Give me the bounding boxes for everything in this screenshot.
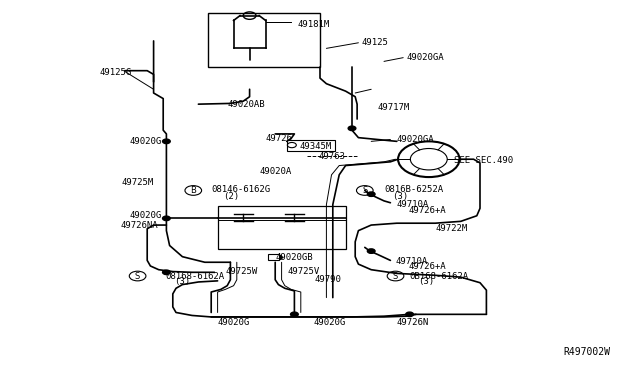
Text: 49020GA: 49020GA xyxy=(406,53,444,62)
Text: (3): (3) xyxy=(418,278,434,286)
Text: 49020G: 49020G xyxy=(129,211,161,220)
Circle shape xyxy=(163,139,170,144)
Text: 49726N: 49726N xyxy=(397,318,429,327)
Text: (3): (3) xyxy=(392,192,408,201)
Text: S: S xyxy=(393,272,398,280)
FancyBboxPatch shape xyxy=(287,140,335,151)
Text: 49710A: 49710A xyxy=(397,200,429,209)
Text: 49710A: 49710A xyxy=(396,257,428,266)
Text: 49725W: 49725W xyxy=(225,267,257,276)
FancyBboxPatch shape xyxy=(268,254,279,260)
Circle shape xyxy=(163,216,170,221)
Text: 49020GB: 49020GB xyxy=(275,253,313,262)
Text: 49763: 49763 xyxy=(319,153,346,161)
Text: 49020A: 49020A xyxy=(259,167,291,176)
Text: 49722M: 49722M xyxy=(435,224,467,233)
Text: S: S xyxy=(135,272,140,280)
Text: 49726NA: 49726NA xyxy=(120,221,158,230)
Text: 49181M: 49181M xyxy=(298,20,330,29)
Text: SEE SEC.490: SEE SEC.490 xyxy=(454,156,513,165)
Circle shape xyxy=(275,255,282,260)
Text: 49725V: 49725V xyxy=(288,267,320,276)
Circle shape xyxy=(406,312,413,317)
Text: (3): (3) xyxy=(174,278,190,286)
Text: 49726+A: 49726+A xyxy=(408,262,446,271)
Text: B: B xyxy=(190,186,196,195)
Text: 08146-6162G: 08146-6162G xyxy=(211,185,270,194)
Circle shape xyxy=(163,270,170,275)
Text: 49020GA: 49020GA xyxy=(397,135,435,144)
Text: 49717M: 49717M xyxy=(378,103,410,112)
Text: 49020G: 49020G xyxy=(314,318,346,327)
Text: 49726+A: 49726+A xyxy=(408,206,446,215)
Text: 0816B-6252A: 0816B-6252A xyxy=(384,185,443,194)
Text: 49726: 49726 xyxy=(266,134,292,143)
Text: 0B168-6162A: 0B168-6162A xyxy=(410,272,468,280)
Circle shape xyxy=(291,312,298,317)
Text: 49020AB: 49020AB xyxy=(227,100,265,109)
Text: S: S xyxy=(362,186,367,195)
Text: (2): (2) xyxy=(223,192,239,201)
Circle shape xyxy=(367,249,375,253)
Circle shape xyxy=(367,192,375,196)
Text: R497002W: R497002W xyxy=(563,347,610,356)
FancyBboxPatch shape xyxy=(218,206,346,249)
Text: 49790: 49790 xyxy=(315,275,342,284)
Text: 49345M: 49345M xyxy=(300,142,332,151)
FancyBboxPatch shape xyxy=(208,13,320,67)
Text: 08168-6162A: 08168-6162A xyxy=(165,272,224,280)
Text: 49020G: 49020G xyxy=(218,318,250,327)
Circle shape xyxy=(348,126,356,131)
Text: 49125: 49125 xyxy=(362,38,388,47)
Text: 49125G: 49125G xyxy=(99,68,131,77)
Text: 49020G: 49020G xyxy=(129,137,161,146)
Text: 49725M: 49725M xyxy=(122,178,154,187)
